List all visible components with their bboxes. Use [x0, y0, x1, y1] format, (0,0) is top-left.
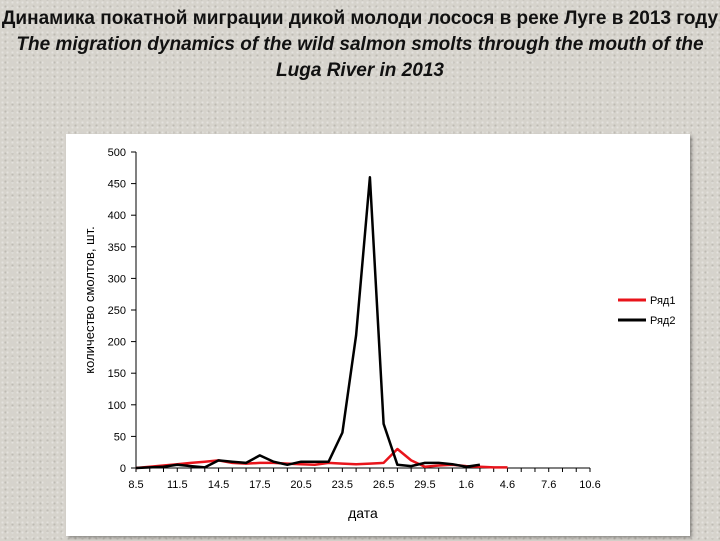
- y-tick-label: 250: [108, 305, 126, 317]
- x-axis-label: дата: [348, 505, 378, 521]
- line-chart: 0 50 100 150 200 250 300 350 400 450 500 8.5 11.5 14…: [82, 147, 675, 521]
- chart-panel: 0 50 100 150 200 250 300 350 400 450 500 8.5 11.5 14…: [66, 134, 690, 536]
- series-line-1: [135, 447, 508, 470]
- y-tick-label: 50: [114, 431, 126, 443]
- y-tick-label: 200: [108, 337, 126, 349]
- x-tick-label: 26.5: [373, 479, 394, 491]
- slide-title: Динамика покатной миграции дикой молоди …: [0, 6, 720, 84]
- title-english: The migration dynamics of the wild salmo…: [16, 34, 704, 81]
- y-tick-label: 100: [108, 400, 126, 412]
- x-tick-label: 17.5: [249, 479, 270, 491]
- y-tick-label: 150: [108, 368, 126, 380]
- x-tick-label: 23.5: [332, 479, 353, 491]
- title-russian: Динамика покатной миграции дикой молоди …: [1, 8, 719, 29]
- series-layer: [135, 176, 508, 470]
- x-tick-label: 4.6: [500, 479, 515, 491]
- legend-label-1: Ряд1: [650, 295, 675, 307]
- legend-label-2: Ряд2: [650, 315, 675, 327]
- x-tick-label: 14.5: [208, 479, 229, 491]
- legend: Ряд1 Ряд2: [618, 295, 675, 327]
- y-tick-label: 500: [108, 147, 126, 159]
- x-tick-label: 7.6: [541, 479, 556, 491]
- y-tick-label: 400: [108, 210, 126, 222]
- x-axis: 8.5 11.5 14.5 17.5 20.5 23.5 26.5 29.5 1.6 4.6 7.6…: [128, 467, 601, 491]
- y-tick-label: 300: [108, 273, 126, 285]
- x-tick-label: 20.5: [290, 479, 311, 491]
- x-tick-label: 29.5: [414, 479, 435, 491]
- x-tick-label: 11.5: [167, 479, 188, 491]
- x-tick-label: 8.5: [128, 479, 143, 491]
- y-axis-label: количество смолтов, шт.: [82, 226, 97, 373]
- x-tick-label: 10.6: [579, 479, 600, 491]
- series-line-2: [135, 176, 481, 470]
- x-tick-label: 1.6: [459, 479, 474, 491]
- y-tick-label: 0: [120, 463, 126, 475]
- y-tick-label: 450: [108, 179, 126, 191]
- y-axis: 0 50 100 150 200 250 300 350 400 450 500: [108, 147, 137, 475]
- y-tick-label: 350: [108, 242, 126, 254]
